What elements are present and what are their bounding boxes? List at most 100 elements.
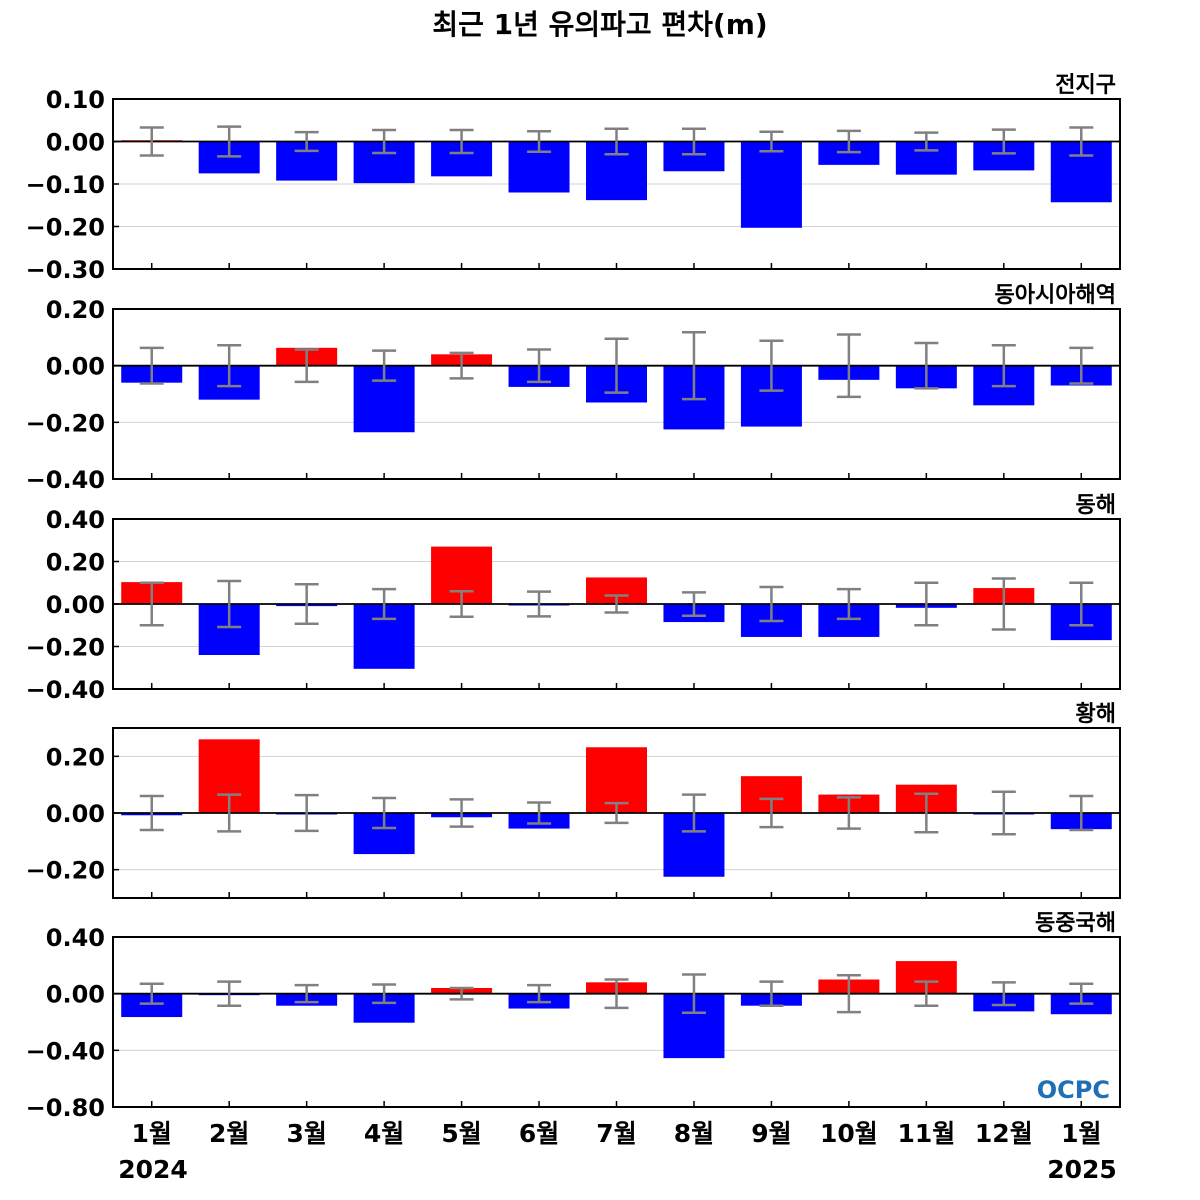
x-tick-label: 3월 — [286, 1119, 326, 1148]
error-bar — [217, 980, 242, 1007]
panel-frame — [112, 936, 1121, 1108]
error-bar — [139, 982, 164, 1005]
y-tick-label: 0.10 — [46, 86, 105, 114]
x-tick-label: 4월 — [364, 1119, 404, 1148]
x-tick-label: 1월 — [1061, 1119, 1101, 1148]
x-tick-label: 10월 — [820, 1119, 878, 1148]
error-bar — [527, 983, 552, 1004]
error-bar — [914, 341, 939, 390]
x-tick-label: 9월 — [751, 1119, 791, 1148]
error-bar — [604, 337, 629, 394]
y-tick-label: 0.00 — [46, 591, 105, 619]
error-bar — [759, 980, 784, 1007]
error-bar — [139, 581, 164, 627]
error-bar — [991, 577, 1016, 631]
error-bar — [836, 129, 861, 154]
y-tick-label: 0.00 — [46, 981, 105, 1009]
error-bar — [527, 130, 552, 153]
y-tick-label: 0.20 — [46, 743, 105, 771]
error-bar — [217, 793, 242, 833]
error-bar — [527, 801, 552, 825]
y-tick-label: −0.20 — [26, 857, 105, 885]
error-bar — [372, 128, 397, 155]
error-bar — [372, 349, 397, 382]
error-bar — [449, 798, 474, 828]
panel-region-label: 전지구 — [1055, 73, 1116, 98]
error-bar — [604, 127, 629, 156]
error-bar — [1069, 982, 1094, 1005]
x-tick-label: 8월 — [674, 1119, 714, 1148]
panel-region-label: 동아시아해역 — [995, 283, 1116, 308]
x-tick-label: 12월 — [975, 1119, 1033, 1148]
error-bar — [914, 980, 939, 1007]
y-tick-label: 0.00 — [46, 129, 105, 157]
error-bar — [836, 974, 861, 1014]
error-bar — [449, 128, 474, 155]
bar — [740, 141, 802, 228]
error-bar — [604, 801, 629, 825]
error-bar — [1069, 581, 1094, 627]
x-tick-label: 11월 — [897, 1119, 955, 1148]
error-bar — [681, 793, 706, 833]
x-axis-labels: 1월 2월 3월 4월 5월 6월 7월 8월 9월 10월 11월 12월 1월 — [132, 1119, 1102, 1148]
error-bar — [294, 793, 319, 833]
error-bar — [294, 130, 319, 153]
error-bar — [294, 983, 319, 1004]
error-bar — [836, 333, 861, 399]
y-tick-label: 0.40 — [46, 924, 105, 952]
panel-region-label: 동해 — [1076, 493, 1116, 518]
chart-title: 최근 1년 유의파고 편차(m) — [432, 8, 767, 41]
error-bar — [681, 127, 706, 156]
year-end-label: 2025 — [1047, 1155, 1117, 1184]
y-tick-label: −0.20 — [26, 409, 105, 437]
y-tick-label: −0.20 — [26, 634, 105, 662]
error-bar — [681, 330, 706, 401]
y-tick-label: 0.00 — [46, 353, 105, 381]
error-bar — [217, 579, 242, 629]
y-tick-label: −0.20 — [26, 214, 105, 242]
panel-5: 동중국해 0.40 0.00 −0.40 −0.80 — [26, 911, 1121, 1122]
error-bar — [449, 590, 474, 618]
error-bar — [991, 344, 1016, 388]
error-bar — [604, 594, 629, 614]
error-bar — [759, 585, 784, 623]
error-bar — [914, 792, 939, 834]
y-tick-label: −0.40 — [26, 1037, 105, 1065]
error-bar — [294, 582, 319, 626]
x-tick-label: 5월 — [441, 1119, 481, 1148]
error-bar — [759, 130, 784, 153]
x-tick-label: 6월 — [519, 1119, 559, 1148]
error-bar — [1069, 794, 1094, 832]
error-bar — [914, 581, 939, 627]
error-bar — [914, 131, 939, 152]
error-bar — [372, 983, 397, 1005]
y-tick-label: −0.30 — [26, 256, 105, 284]
error-bar — [139, 346, 164, 385]
x-tick-label: 2월 — [209, 1119, 249, 1148]
y-tick-label: −0.80 — [26, 1094, 105, 1122]
error-bar — [759, 339, 784, 392]
error-bar — [759, 797, 784, 829]
error-bar — [139, 126, 164, 157]
y-tick-label: 0.20 — [46, 549, 105, 577]
error-bar — [1069, 346, 1094, 385]
error-bar — [836, 796, 861, 830]
error-bar — [217, 125, 242, 158]
error-bar — [681, 591, 706, 617]
panel-1: 전지구 0.10 0.00 −0.10 −0.20 −0.30 — [26, 73, 1121, 284]
error-bar — [527, 348, 552, 384]
error-bar — [217, 344, 242, 388]
year-start-label: 2024 — [118, 1155, 188, 1184]
error-bar — [604, 978, 629, 1010]
y-tick-label: −0.10 — [26, 171, 105, 199]
error-bar — [372, 796, 397, 830]
panels: 전지구 0.10 0.00 −0.10 −0.20 −0.30 동아시아해역 0.20 0.00… — [26, 73, 1121, 1122]
error-bar — [1069, 126, 1094, 157]
error-bar — [991, 128, 1016, 155]
x-tick-label: 1월 — [132, 1119, 172, 1148]
panel-region-label: 동중국해 — [1035, 911, 1116, 936]
error-bar — [681, 973, 706, 1015]
panel-3: 동해 0.40 0.20 0.00 −0.20 −0.40 — [26, 493, 1121, 704]
bar — [121, 993, 183, 1018]
